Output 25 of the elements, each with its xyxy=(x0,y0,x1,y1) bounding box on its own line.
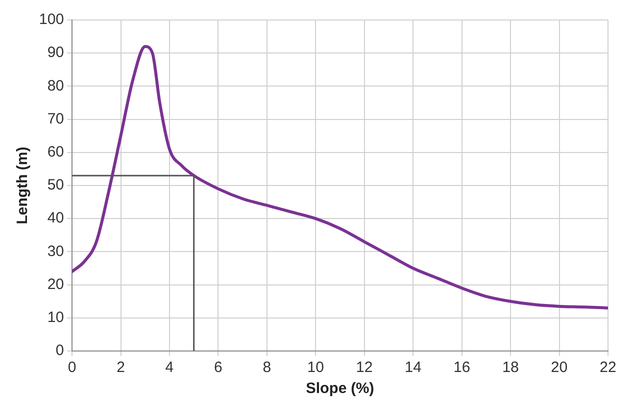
y-tick-label: 80 xyxy=(47,77,64,94)
x-tick-label: 18 xyxy=(502,359,519,376)
y-tick-label: 10 xyxy=(47,309,64,326)
y-axis-title: Length (m) xyxy=(14,146,32,224)
y-tick-label: 50 xyxy=(47,176,64,194)
x-tick-label: 22 xyxy=(600,359,616,376)
x-tick-label: 20 xyxy=(550,359,568,376)
y-tick-label: 90 xyxy=(47,44,64,62)
x-tick-label: 0 xyxy=(68,359,76,376)
x-tick-label: 8 xyxy=(262,359,272,376)
x-tick-label: 4 xyxy=(165,359,174,376)
y-tick-label: 40 xyxy=(47,210,64,227)
x-tick-label: 14 xyxy=(404,359,422,376)
y-tick-label: 0 xyxy=(56,342,64,360)
x-tick-label: 16 xyxy=(453,359,470,376)
x-tick-label: 6 xyxy=(214,359,222,376)
y-tick-label: 70 xyxy=(47,110,64,128)
y-tick-label: 100 xyxy=(38,11,64,28)
x-tick-label: 12 xyxy=(356,359,373,376)
x-tick-label: 10 xyxy=(307,359,324,376)
y-tick-label: 60 xyxy=(47,144,64,161)
x-tick-label: 2 xyxy=(116,359,125,376)
x-axis-title: Slope (%) xyxy=(306,380,374,398)
y-tick-label: 20 xyxy=(47,276,64,293)
y-tick-label: 30 xyxy=(47,242,64,260)
